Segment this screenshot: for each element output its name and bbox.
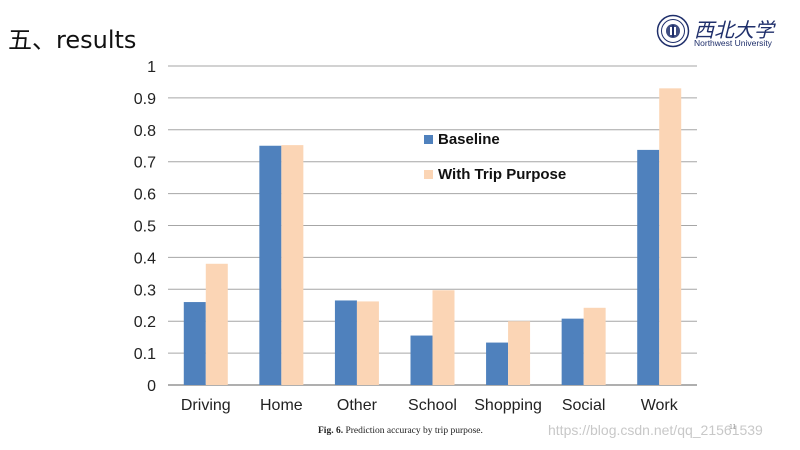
university-logo: 西北大学 Northwest University bbox=[656, 14, 786, 50]
bar bbox=[410, 335, 433, 385]
legend-swatch bbox=[424, 170, 433, 179]
bar bbox=[183, 302, 206, 385]
bar bbox=[259, 145, 282, 385]
figure-caption-text: Prediction accuracy by trip purpose. bbox=[345, 426, 483, 436]
y-tick-label: 0.5 bbox=[134, 219, 156, 236]
bar bbox=[486, 342, 509, 385]
y-tick-label: 0.9 bbox=[134, 91, 156, 108]
bar bbox=[561, 318, 584, 385]
y-tick-label: 0.4 bbox=[134, 250, 156, 267]
bar bbox=[334, 300, 357, 385]
y-tick-label: 0.8 bbox=[134, 123, 156, 140]
y-tick-label: 0.3 bbox=[134, 282, 156, 299]
bar bbox=[432, 290, 455, 385]
x-tick-label: Other bbox=[337, 397, 378, 414]
logo-name-cn: 西北大学 bbox=[694, 18, 774, 42]
x-tick-label: Home bbox=[260, 397, 303, 414]
bar bbox=[583, 307, 606, 385]
bar bbox=[356, 301, 379, 385]
bar bbox=[281, 145, 304, 385]
bar bbox=[637, 149, 660, 385]
y-tick-label: 0 bbox=[147, 378, 156, 395]
legend-label: With Trip Purpose bbox=[438, 166, 566, 183]
university-seal-icon bbox=[656, 14, 690, 48]
y-tick-label: 0.2 bbox=[134, 314, 156, 331]
legend-swatch bbox=[424, 135, 433, 144]
bar bbox=[205, 263, 228, 385]
y-tick-label: 1 bbox=[147, 59, 156, 76]
x-tick-label: Driving bbox=[181, 397, 231, 414]
figure-caption-label: Fig. 6. bbox=[318, 426, 344, 436]
legend-label: Baseline bbox=[438, 131, 500, 148]
y-tick-label: 0.1 bbox=[134, 346, 156, 363]
logo-name-en: Northwest University bbox=[694, 38, 772, 48]
x-tick-label: Shopping bbox=[474, 397, 542, 414]
watermark: https://blog.csdn.net/qq_21561539 bbox=[548, 422, 763, 438]
x-tick-label: Social bbox=[562, 397, 606, 414]
figure-caption: Fig. 6. Prediction accuracy by trip purp… bbox=[318, 426, 483, 436]
page-number: 11 bbox=[729, 424, 737, 431]
bar bbox=[508, 321, 531, 385]
y-tick-label: 0.7 bbox=[134, 155, 156, 172]
x-tick-label: School bbox=[408, 397, 457, 414]
slide-title: 五、results bbox=[8, 26, 137, 54]
x-tick-label: Work bbox=[641, 397, 679, 414]
y-tick-label: 0.6 bbox=[134, 187, 156, 204]
bar bbox=[659, 88, 682, 385]
